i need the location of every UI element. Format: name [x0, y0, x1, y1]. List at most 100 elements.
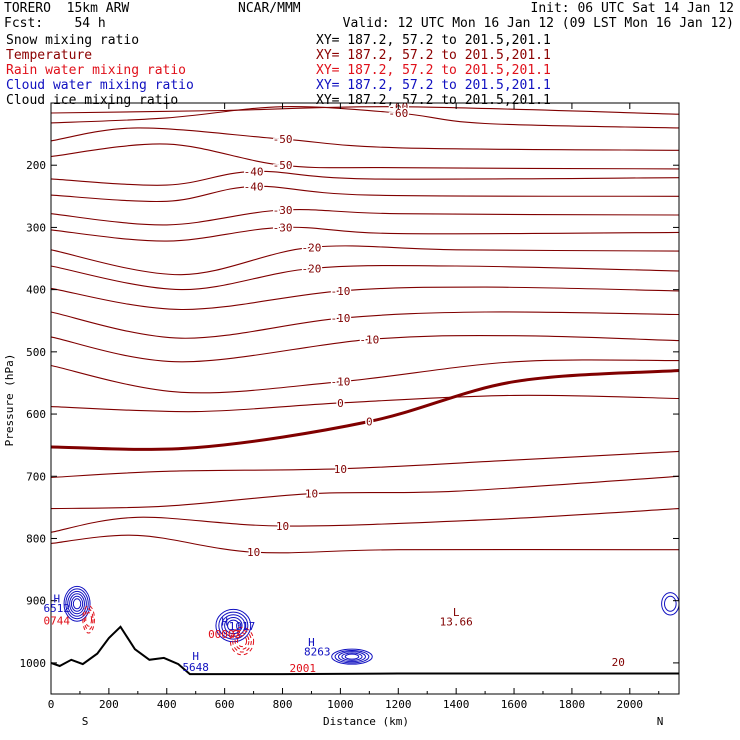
- annotation: 8263: [304, 645, 331, 658]
- legend-xy-rain: XY= 187.2, 57.2 to 201.5,201.1: [316, 63, 551, 78]
- x-tick-label: 400: [157, 698, 177, 711]
- moisture-contour-3: [232, 629, 252, 653]
- temp-contour-2: [50, 127, 680, 151]
- moisture-contour-2: [218, 611, 249, 640]
- moisture-contour-0: [72, 598, 82, 610]
- temp-contour-14: [50, 394, 680, 413]
- temp-contour-10: [50, 286, 680, 311]
- moisture-contour-3: [234, 632, 250, 650]
- moisture-contour-0: [70, 595, 84, 612]
- moisture-contour-1: [85, 612, 93, 627]
- moisture-contour-0: [63, 585, 91, 622]
- moisture-contour-0: [67, 590, 87, 617]
- temp-contour-label: 0: [337, 397, 344, 410]
- temp-contour-9: [50, 265, 680, 291]
- temp-contour-label: -50: [273, 159, 293, 172]
- temp-contour-19: [50, 534, 680, 554]
- y-tick-label: 600: [26, 408, 46, 421]
- moisture-contour-0: [65, 588, 89, 620]
- annotation: 00003: [208, 628, 241, 641]
- temp-contour-13: [50, 359, 680, 394]
- legend-cloud-ice: Cloud ice mixing ratio: [6, 93, 179, 108]
- temp-contour-label: -60: [388, 107, 408, 120]
- moisture-contours: [63, 585, 680, 665]
- legend-xy-temperature: XY= 187.2, 57.2 to 201.5,201.1: [316, 48, 551, 63]
- x-end-right: N: [657, 715, 664, 728]
- y-tick-label: 300: [26, 221, 46, 234]
- x-tick-label: 1200: [385, 698, 412, 711]
- annotation: H: [221, 616, 228, 629]
- x-end-left: S: [82, 715, 89, 728]
- moisture-contour-5: [664, 595, 677, 612]
- temp-contour-label: -20: [302, 241, 322, 254]
- legend-temperature: Temperature: [6, 48, 93, 63]
- temp-contour-label: -40: [244, 180, 264, 193]
- temp-contour-label: -20: [302, 262, 322, 275]
- moisture-contour-1: [83, 608, 94, 631]
- temp-contour-label: -50: [273, 133, 293, 146]
- moisture-contour-3: [236, 635, 248, 648]
- temp-contour-5: [50, 185, 680, 203]
- temp-contour-3: [50, 143, 680, 170]
- temp-contour-4: [50, 170, 680, 186]
- temp-contour-label: 10: [334, 463, 347, 476]
- terrain-line: [50, 625, 679, 676]
- temp-contour-7: [50, 226, 680, 242]
- temp-contour-label: -10: [330, 285, 350, 298]
- x-tick-label: 0: [48, 698, 55, 711]
- moisture-contour-2: [227, 619, 240, 632]
- x-axis-label: Distance (km): [323, 715, 409, 728]
- moisture-contour-1: [82, 605, 95, 634]
- temp-contour-label: -10: [330, 312, 350, 325]
- annotation: 13.66: [440, 616, 473, 629]
- y-axis-label: Pressure (hPa): [3, 354, 16, 447]
- plot-frame: [50, 102, 680, 695]
- temp-contour-label: -10: [359, 333, 379, 346]
- terrain: [50, 625, 679, 676]
- temp-contour-label: -30: [273, 221, 293, 234]
- annotation: H: [53, 593, 60, 606]
- temp-contour-6: [50, 209, 680, 226]
- y-tick-label: 900: [26, 595, 46, 608]
- annotation: 2001: [290, 662, 317, 675]
- x-tick-label: 1800: [559, 698, 586, 711]
- legend-xy-cloud-water: XY= 187.2, 57.2 to 201.5,201.1: [316, 78, 551, 93]
- moisture-contour-0: [69, 593, 85, 615]
- y-tick-label: 400: [26, 284, 46, 297]
- temp-contour-8: [50, 245, 680, 276]
- temp-contour-label: 10: [305, 488, 318, 501]
- temp-contour-16: [50, 450, 680, 479]
- x-tick-label: 1600: [501, 698, 528, 711]
- temp-contour-18: [50, 508, 680, 533]
- legend-xy-snow: XY= 187.2, 57.2 to 201.5,201.1: [316, 33, 551, 48]
- moisture-contour-4: [337, 651, 366, 663]
- temp-contour-label: -30: [273, 204, 293, 217]
- x-tick-label: 800: [273, 698, 293, 711]
- header-center: NCAR/MMM: [238, 1, 301, 16]
- legend-snow: Snow mixing ratio: [6, 33, 140, 48]
- temp-contour-17: [50, 475, 680, 510]
- y-tick-label: 700: [26, 470, 46, 483]
- temp-contour-label: 10: [276, 520, 289, 533]
- legend-cloud-water: Cloud water mixing ratio: [6, 78, 194, 93]
- moisture-contour-2: [224, 616, 243, 635]
- temp-contour-1: [50, 106, 680, 129]
- annotation: 1017: [229, 620, 256, 633]
- moisture-contour-4: [344, 653, 360, 660]
- moisture-contour-2: [215, 608, 252, 643]
- header-valid: Valid: 12 UTC Mon 16 Jan 12 (09 LST Mon …: [342, 16, 734, 31]
- annotation: L: [453, 606, 460, 619]
- axes: 0 200 400 600 800 1000 1200 1400 1600 1800 2000200…: [20, 103, 679, 711]
- x-tick-label: 1000: [327, 698, 354, 711]
- moisture-contour-4: [341, 652, 363, 661]
- temp-contour-label: -10: [330, 376, 350, 389]
- temperature-contours: -60-60-50-50-40-40-30-30-20-20-10-10-10-…: [50, 99, 680, 561]
- temp-contour-label: -40: [244, 165, 264, 178]
- y-tick-label: 1000: [20, 657, 47, 670]
- y-tick-label: 500: [26, 346, 46, 359]
- moisture-contour-4: [334, 649, 370, 664]
- temp-contour-label: 0: [366, 416, 373, 429]
- annotation: 6512: [44, 602, 71, 615]
- temp-contour-12: [50, 335, 680, 363]
